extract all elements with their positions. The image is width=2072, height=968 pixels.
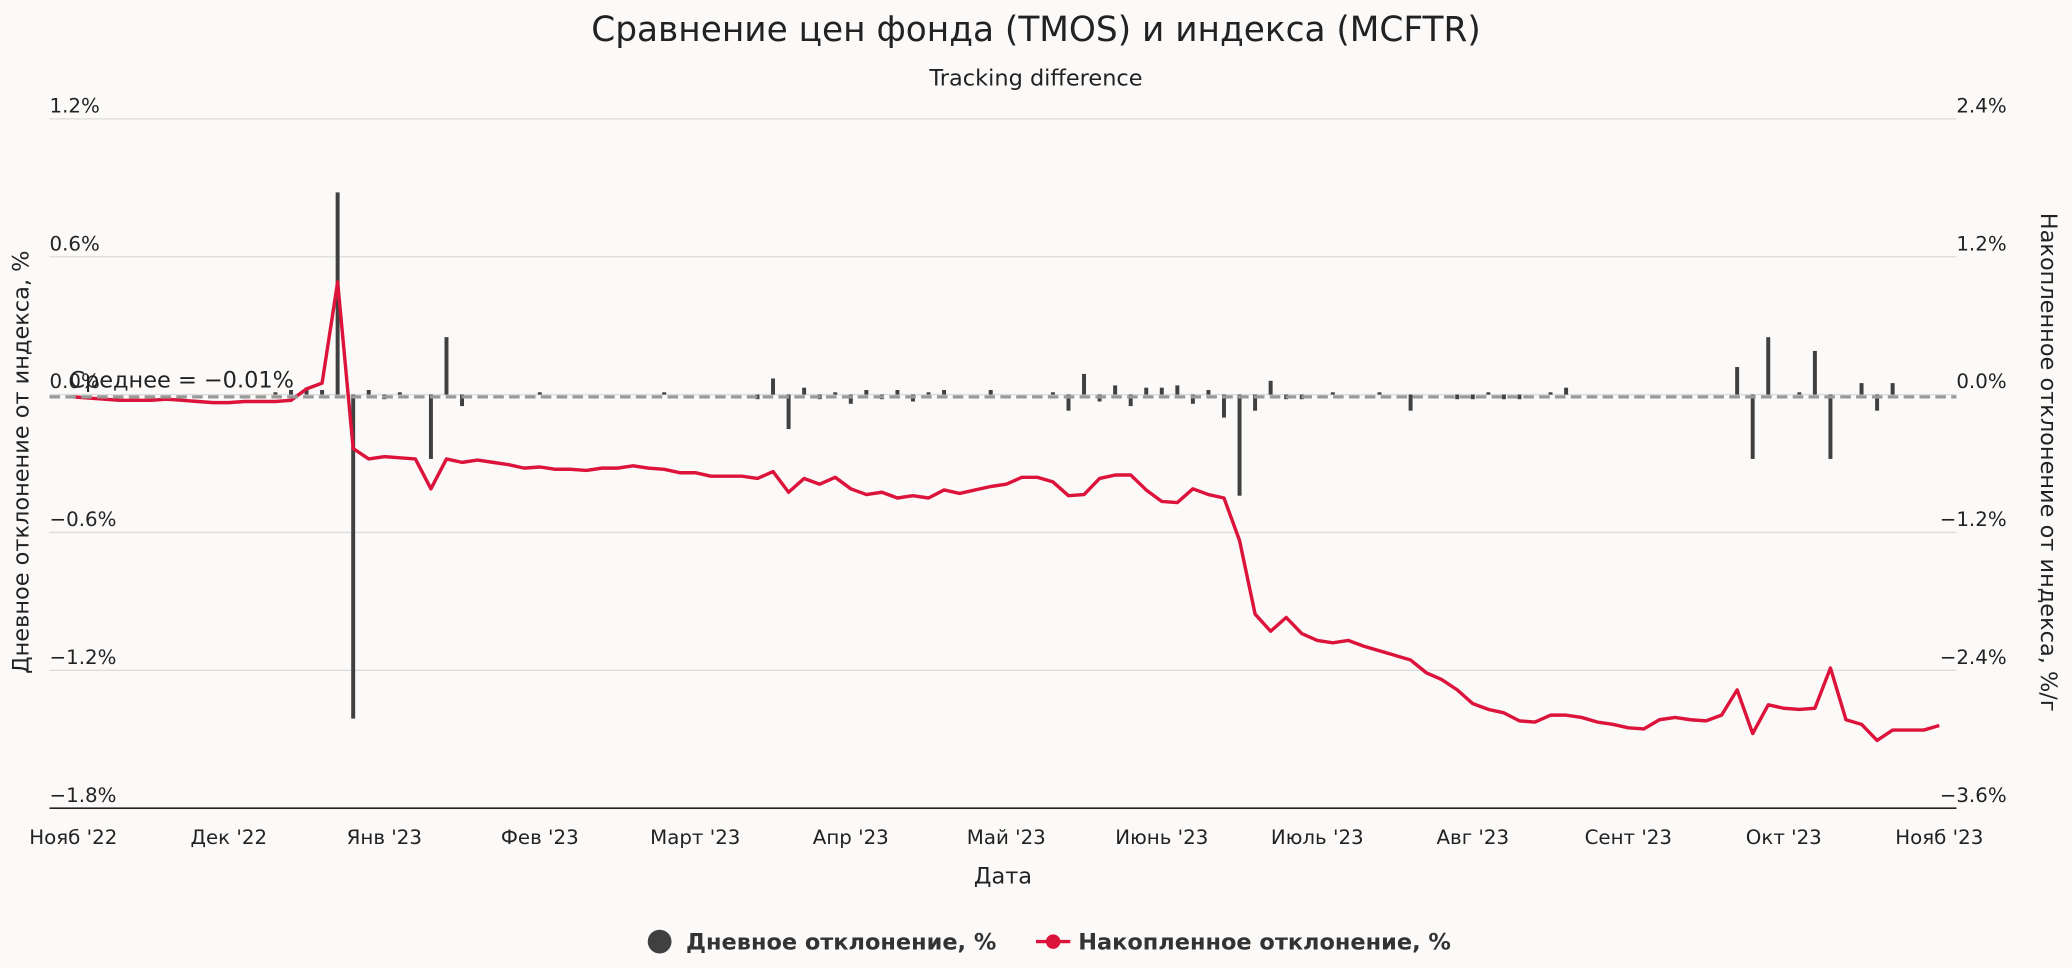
x-tick-label: Нояб '22 bbox=[29, 826, 117, 849]
bar bbox=[1455, 394, 1460, 400]
bar bbox=[771, 378, 776, 395]
bar bbox=[1237, 394, 1242, 496]
bar bbox=[1564, 387, 1569, 395]
x-tick-label: Нояб '23 bbox=[1895, 826, 1983, 849]
bar bbox=[397, 392, 402, 395]
x-tick-label: Фев '23 bbox=[501, 826, 579, 849]
bar bbox=[1517, 394, 1522, 400]
bar bbox=[1766, 337, 1771, 395]
legend-label: Дневное отклонение, % bbox=[686, 929, 996, 955]
line bbox=[73, 280, 1940, 743]
bar bbox=[1377, 392, 1382, 395]
bar bbox=[1066, 394, 1071, 411]
y2-axis-title: Накопленное отклонение от индекса, %/г bbox=[2035, 213, 2061, 712]
legend-icon bbox=[647, 929, 672, 954]
bar bbox=[428, 394, 433, 459]
bar bbox=[1082, 373, 1087, 395]
y2-tick-label: 0.0% bbox=[1956, 370, 2006, 393]
y2-tick-label: −3.6% bbox=[1940, 784, 2007, 807]
x-tick-label: Авг '23 bbox=[1437, 826, 1510, 849]
bar bbox=[537, 392, 542, 395]
bar bbox=[1175, 385, 1180, 395]
bar bbox=[366, 389, 371, 395]
x-tick-label: Окт '23 bbox=[1746, 826, 1822, 849]
y-tick-label: 1.2% bbox=[50, 94, 100, 117]
x-tick-label: Июль '23 bbox=[1271, 826, 1364, 849]
bar bbox=[1486, 392, 1491, 395]
bar bbox=[1330, 392, 1335, 395]
bar bbox=[444, 337, 449, 395]
x-tick-label: Май '23 bbox=[967, 826, 1046, 849]
bar bbox=[1050, 392, 1055, 395]
x-tick-label: Дек '22 bbox=[191, 826, 268, 849]
y-axis-title: Дневное отклонение от индекса, % bbox=[8, 251, 34, 674]
bar bbox=[848, 394, 853, 404]
bar bbox=[1222, 394, 1226, 418]
y-tick-label: −1.2% bbox=[50, 646, 117, 669]
bar bbox=[320, 389, 325, 395]
x-tick-label: Янв '23 bbox=[347, 826, 422, 849]
bar bbox=[1812, 350, 1817, 395]
bar bbox=[1408, 394, 1413, 411]
bar bbox=[942, 389, 947, 395]
bar bbox=[662, 392, 667, 395]
x-tick-label: Март '23 bbox=[650, 826, 740, 849]
y-tick-label: −0.6% bbox=[50, 508, 117, 531]
bar bbox=[1828, 394, 1833, 459]
bar bbox=[786, 394, 791, 430]
bar bbox=[1253, 394, 1258, 411]
x-tick-label: Сент '23 bbox=[1585, 826, 1672, 849]
x-tick-label: Июнь '23 bbox=[1115, 826, 1208, 849]
legend-icon bbox=[1045, 934, 1061, 949]
bar bbox=[864, 389, 869, 395]
bar bbox=[460, 394, 465, 407]
y-tick-label: 0.0% bbox=[50, 370, 100, 393]
bar bbox=[1735, 367, 1740, 395]
y2-tick-label: 2.4% bbox=[1956, 94, 2006, 117]
bar bbox=[1113, 385, 1118, 395]
bar bbox=[351, 394, 356, 719]
bar bbox=[1890, 383, 1895, 395]
chart-title: Сравнение цен фонда (TMOS) и индекса (MC… bbox=[591, 10, 1481, 50]
bar bbox=[1875, 394, 1880, 411]
bar bbox=[1190, 394, 1195, 404]
bar bbox=[926, 392, 931, 395]
bar bbox=[304, 387, 309, 395]
bar bbox=[1159, 387, 1164, 395]
bar bbox=[988, 389, 993, 395]
bar bbox=[1750, 394, 1755, 459]
y-tick-label: −1.8% bbox=[50, 784, 117, 807]
bar bbox=[833, 392, 838, 395]
y2-tick-label: −1.2% bbox=[1940, 508, 2007, 531]
bar bbox=[1859, 383, 1864, 395]
y2-tick-label: 1.2% bbox=[1956, 232, 2006, 255]
bar bbox=[1501, 394, 1506, 400]
chart-subtitle: Tracking difference bbox=[928, 66, 1142, 92]
bar bbox=[1268, 380, 1273, 395]
bar bbox=[1206, 389, 1211, 395]
x-axis-title: Дата bbox=[974, 863, 1032, 889]
bar bbox=[1144, 387, 1149, 395]
bar bbox=[273, 392, 278, 395]
bar bbox=[895, 389, 900, 395]
bar bbox=[1470, 394, 1475, 400]
bar bbox=[1128, 394, 1133, 407]
x-tick-label: Апр '23 bbox=[813, 826, 889, 849]
bar bbox=[1548, 392, 1553, 395]
bar bbox=[289, 389, 293, 395]
bar bbox=[755, 394, 760, 400]
y2-tick-label: −2.4% bbox=[1940, 646, 2007, 669]
y-tick-label: 0.6% bbox=[50, 232, 100, 255]
bar bbox=[1797, 392, 1802, 395]
legend-label: Накопленное отклонение, % bbox=[1078, 929, 1451, 955]
annotation: Среднее = −0.01% bbox=[69, 368, 294, 394]
bar bbox=[802, 387, 807, 395]
